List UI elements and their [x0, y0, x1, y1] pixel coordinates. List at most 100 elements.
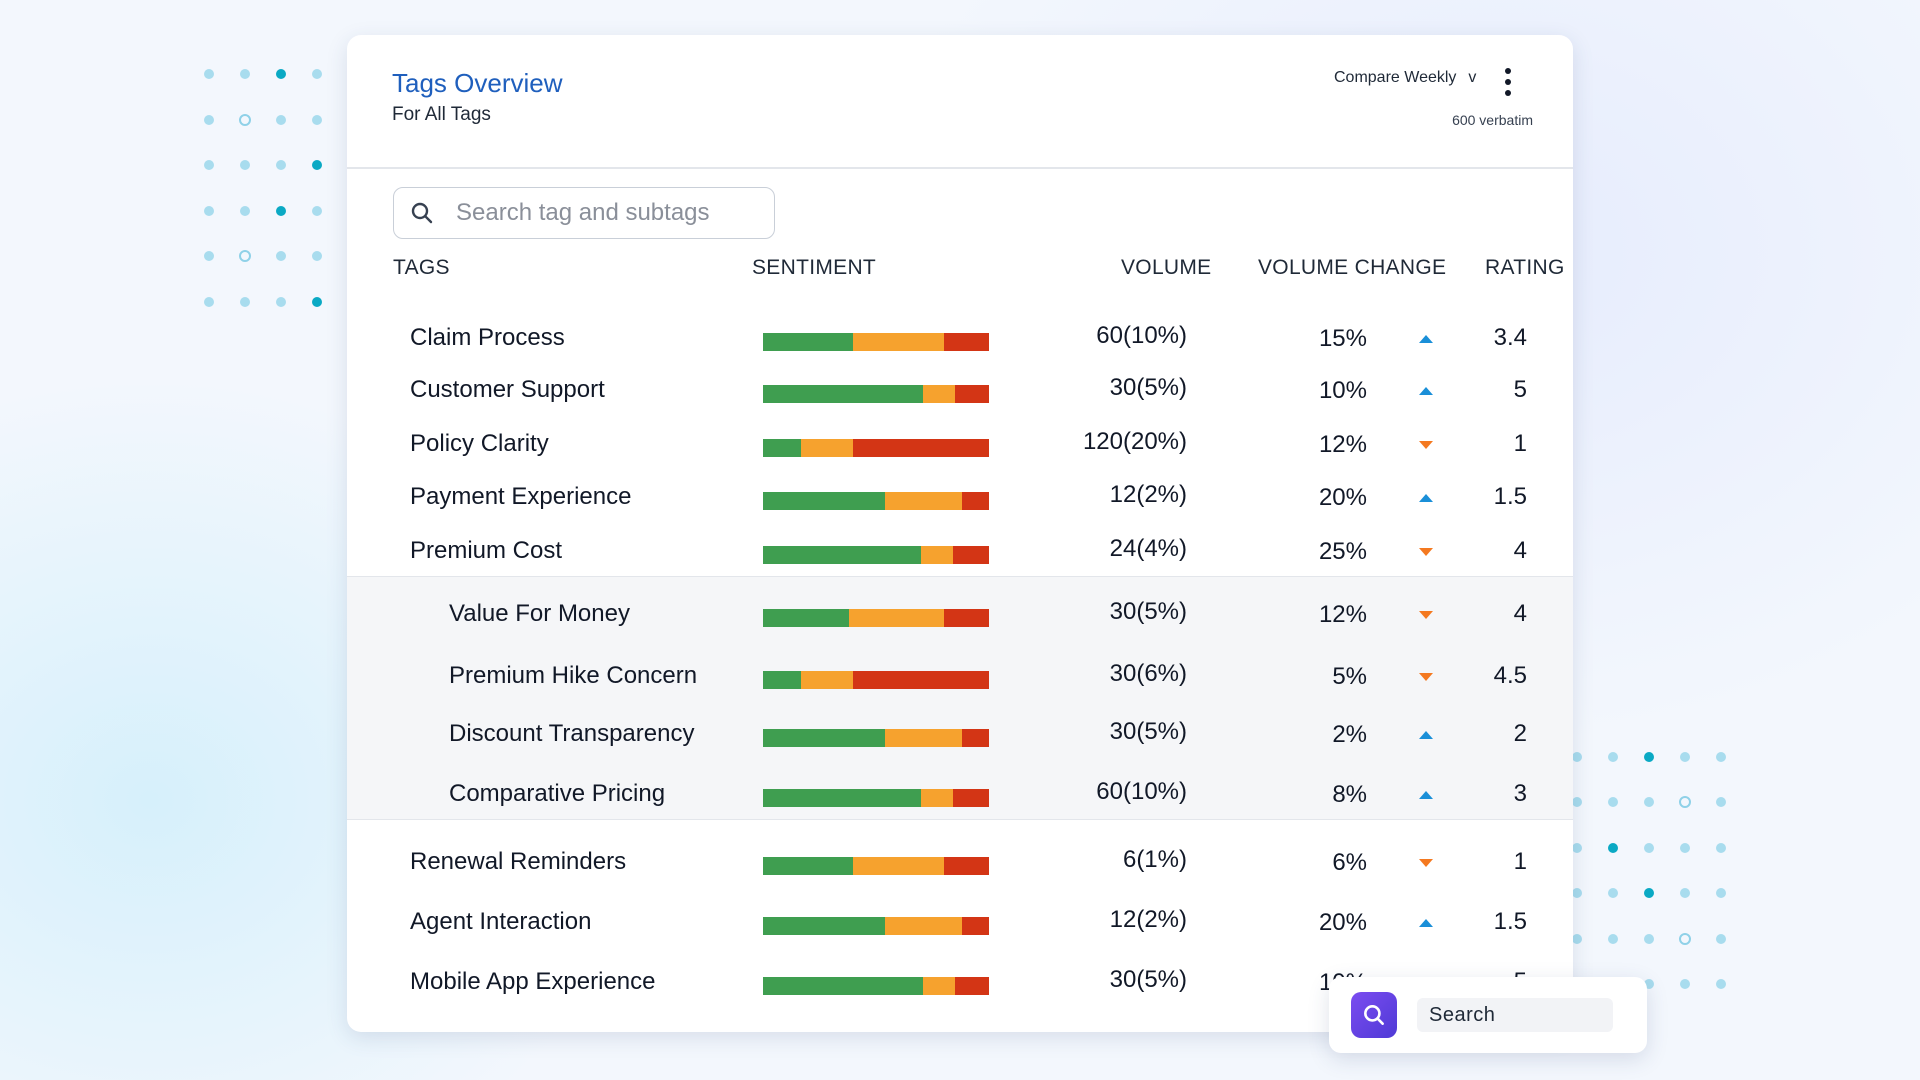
tags-overview-card: Tags Overview For All Tags Compare Weekl…: [347, 35, 1573, 1032]
column-header-volume-change[interactable]: VOLUME CHANGE: [1258, 256, 1447, 279]
sentiment-neutral-segment: [923, 385, 956, 403]
trend-up-icon: [1419, 494, 1433, 502]
sentiment-bar: [763, 671, 989, 689]
volume-change-value: 8%: [1332, 781, 1367, 808]
rating-value: 1: [1513, 848, 1527, 875]
sentiment-positive-segment: [763, 439, 802, 457]
sentiment-neutral-segment: [923, 977, 956, 995]
tag-name: Agent Interaction: [410, 908, 592, 935]
volume-change-value: 15%: [1318, 325, 1367, 352]
trend-down-icon: [1419, 859, 1433, 867]
decorative-dots-right: [1572, 752, 1752, 1024]
column-header-tags[interactable]: TAGS: [393, 256, 450, 279]
search-icon: [1364, 1005, 1384, 1025]
sentiment-negative-segment: [943, 609, 989, 627]
volume-value: 60(10%): [1096, 322, 1187, 349]
sentiment-neutral-segment: [848, 609, 944, 627]
trend-up-icon: [1419, 919, 1433, 927]
column-header-volume[interactable]: VOLUME: [1121, 256, 1212, 279]
sentiment-negative-segment: [955, 385, 989, 403]
volume-value: 6(1%): [1122, 846, 1187, 873]
more-options-icon[interactable]: [1503, 68, 1513, 96]
volume-value: 60(10%): [1096, 778, 1187, 805]
volume-change-value: 25%: [1318, 538, 1367, 565]
table-row[interactable]: Discount Transparency 30(5%) 2% 2: [347, 715, 1573, 755]
sentiment-bar: [763, 492, 989, 510]
volume-change-value: 6%: [1332, 849, 1367, 876]
sentiment-negative-segment: [943, 857, 989, 875]
page-title: Tags Overview: [392, 68, 563, 98]
sentiment-positive-segment: [763, 857, 854, 875]
sentiment-negative-segment: [952, 546, 989, 564]
sentiment-negative-segment: [853, 439, 989, 457]
decorative-dots-left: [204, 69, 348, 342]
trend-up-icon: [1419, 387, 1433, 395]
search-input[interactable]: [454, 198, 758, 228]
sentiment-neutral-segment: [801, 671, 854, 689]
sentiment-positive-segment: [763, 917, 886, 935]
tag-name: Policy Clarity: [410, 430, 549, 457]
tag-name: Claim Process: [410, 324, 565, 351]
sentiment-bar: [763, 546, 989, 564]
tag-name: Payment Experience: [410, 483, 632, 510]
floating-search-label: Search: [1429, 1003, 1496, 1026]
table-row[interactable]: Agent Interaction 12(2%) 20% 1.5: [347, 903, 1573, 943]
sentiment-positive-segment: [763, 729, 886, 747]
sentiment-positive-segment: [763, 609, 849, 627]
search-icon: [411, 202, 433, 224]
rating-value: 4.5: [1493, 662, 1527, 689]
rating-value: 1: [1513, 430, 1527, 457]
sentiment-bar: [763, 917, 989, 935]
sentiment-positive-segment: [763, 977, 924, 995]
rating-value: 1.5: [1493, 908, 1527, 935]
column-header-rating[interactable]: RATING: [1485, 256, 1565, 279]
sentiment-negative-segment: [961, 492, 989, 510]
sentiment-positive-segment: [763, 789, 922, 807]
table-row[interactable]: Customer Support 30(5%) 10% 5: [347, 371, 1573, 411]
volume-value: 12(2%): [1109, 906, 1187, 933]
verbatim-count: 600 verbatim: [1452, 112, 1533, 128]
sentiment-neutral-segment: [921, 789, 953, 807]
trend-up-icon: [1419, 335, 1433, 343]
table-row[interactable]: Payment Experience 12(2%) 20% 1.5: [347, 478, 1573, 518]
sentiment-bar: [763, 977, 989, 995]
chevron-down-icon: v: [1468, 69, 1477, 86]
sentiment-negative-segment: [943, 333, 989, 351]
table-row[interactable]: Comparative Pricing 60(10%) 8% 3: [347, 775, 1573, 815]
rating-value: 4: [1513, 600, 1527, 627]
sentiment-neutral-segment: [801, 439, 854, 457]
volume-value: 12(2%): [1109, 481, 1187, 508]
search-button[interactable]: [1351, 992, 1397, 1038]
table-row[interactable]: Renewal Reminders 6(1%) 6% 1: [347, 843, 1573, 883]
trend-down-icon: [1419, 611, 1433, 619]
volume-value: 30(5%): [1109, 374, 1187, 401]
sentiment-neutral-segment: [921, 546, 953, 564]
search-input-wrapper[interactable]: [393, 187, 775, 239]
tag-name: Premium Hike Concern: [449, 662, 698, 689]
volume-value: 30(6%): [1109, 660, 1187, 687]
sentiment-bar: [763, 789, 989, 807]
volume-change-value: 2%: [1332, 721, 1367, 748]
column-header-sentiment[interactable]: SENTIMENT: [752, 256, 877, 279]
volume-value: 30(5%): [1109, 598, 1187, 625]
table-row[interactable]: Policy Clarity 120(20%) 12% 1: [347, 425, 1573, 465]
table-row[interactable]: Claim Process 60(10%) 15% 3.4: [347, 319, 1573, 359]
sentiment-positive-segment: [763, 385, 924, 403]
floating-search-input[interactable]: Search: [1417, 998, 1613, 1032]
trend-up-icon: [1419, 791, 1433, 799]
sentiment-neutral-segment: [885, 492, 962, 510]
sentiment-negative-segment: [961, 917, 989, 935]
sentiment-bar: [763, 609, 989, 627]
floating-search-widget[interactable]: Search: [1329, 977, 1647, 1053]
table-row[interactable]: Value For Money 30(5%) 12% 4: [347, 595, 1573, 635]
compare-dropdown[interactable]: Compare Weekly v: [1334, 69, 1476, 87]
page-subtitle: For All Tags: [392, 104, 491, 125]
table-row[interactable]: Premium Hike Concern 30(6%) 5% 4.5: [347, 657, 1573, 697]
tag-name: Value For Money: [449, 600, 630, 627]
sentiment-positive-segment: [763, 671, 802, 689]
trend-up-icon: [1419, 731, 1433, 739]
tag-name: Renewal Reminders: [410, 848, 627, 875]
table-row[interactable]: Premium Cost 24(4%) 25% 4: [347, 532, 1573, 572]
rating-value: 1.5: [1493, 483, 1527, 510]
